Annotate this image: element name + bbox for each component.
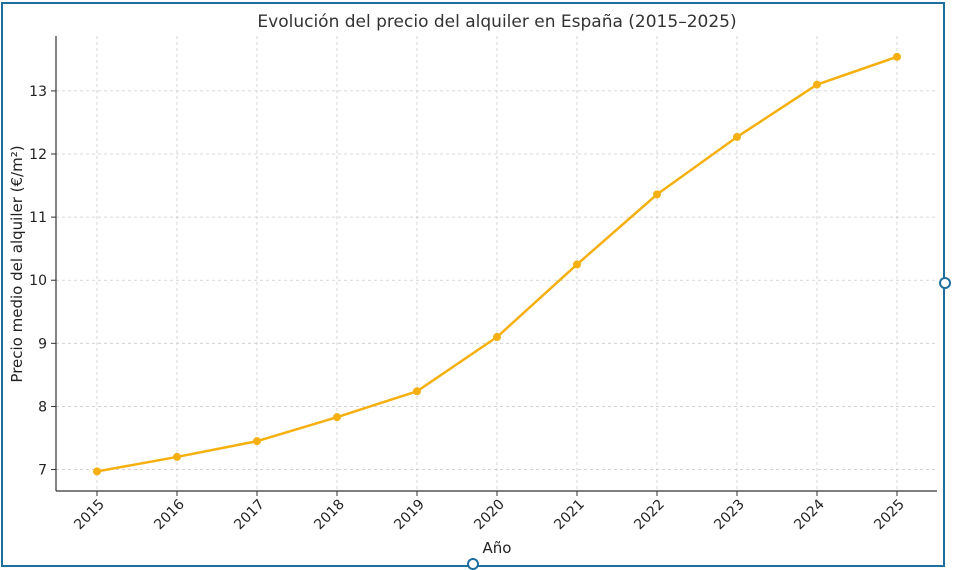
y-tick-label: 10 <box>29 273 47 289</box>
x-tick-label: 2021 <box>551 497 588 534</box>
data-point <box>893 52 901 61</box>
x-tick-label: 2016 <box>151 496 188 533</box>
data-point <box>653 190 661 199</box>
data-point <box>493 333 501 342</box>
y-tick-label: 8 <box>38 399 47 415</box>
data-point <box>253 437 261 446</box>
data-point <box>173 452 181 461</box>
y-axis-ticks: 7 8 9 10 11 12 13 <box>29 84 56 479</box>
x-tick-label: 2022 <box>631 497 668 534</box>
resize-handle-right[interactable] <box>939 277 951 289</box>
data-point <box>573 260 581 269</box>
y-tick-label: 7 <box>38 463 47 479</box>
x-tick-label: 2025 <box>871 497 908 534</box>
data-point <box>333 413 341 422</box>
data-point <box>413 387 421 396</box>
x-tick-label: 2020 <box>471 497 508 534</box>
x-tick-label: 2018 <box>311 497 348 534</box>
x-tick-label: 2019 <box>391 497 428 534</box>
y-tick-label: 12 <box>29 147 47 163</box>
resize-handle-bottom[interactable] <box>467 558 479 570</box>
grid-lines <box>56 36 937 491</box>
y-tick-label: 13 <box>29 84 47 100</box>
x-tick-label: 2023 <box>711 497 748 534</box>
y-tick-label: 11 <box>29 210 47 226</box>
y-axis-label: Precio medio del alquiler (€/m²) <box>8 145 26 382</box>
x-tick-label: 2015 <box>71 497 108 534</box>
x-axis-label: Año <box>483 539 512 557</box>
data-point <box>93 467 101 476</box>
x-tick-label: 2024 <box>791 496 828 533</box>
series-layer <box>93 52 901 476</box>
data-point <box>813 80 821 89</box>
chart-title: Evolución del precio del alquiler en Esp… <box>257 12 736 32</box>
x-tick-label: 2017 <box>231 497 268 534</box>
x-axis-ticks: 2015 2016 2017 2018 2019 2020 2021 2022 2023 2024… <box>71 491 908 533</box>
data-point <box>733 132 741 141</box>
y-tick-label: 9 <box>38 336 47 352</box>
